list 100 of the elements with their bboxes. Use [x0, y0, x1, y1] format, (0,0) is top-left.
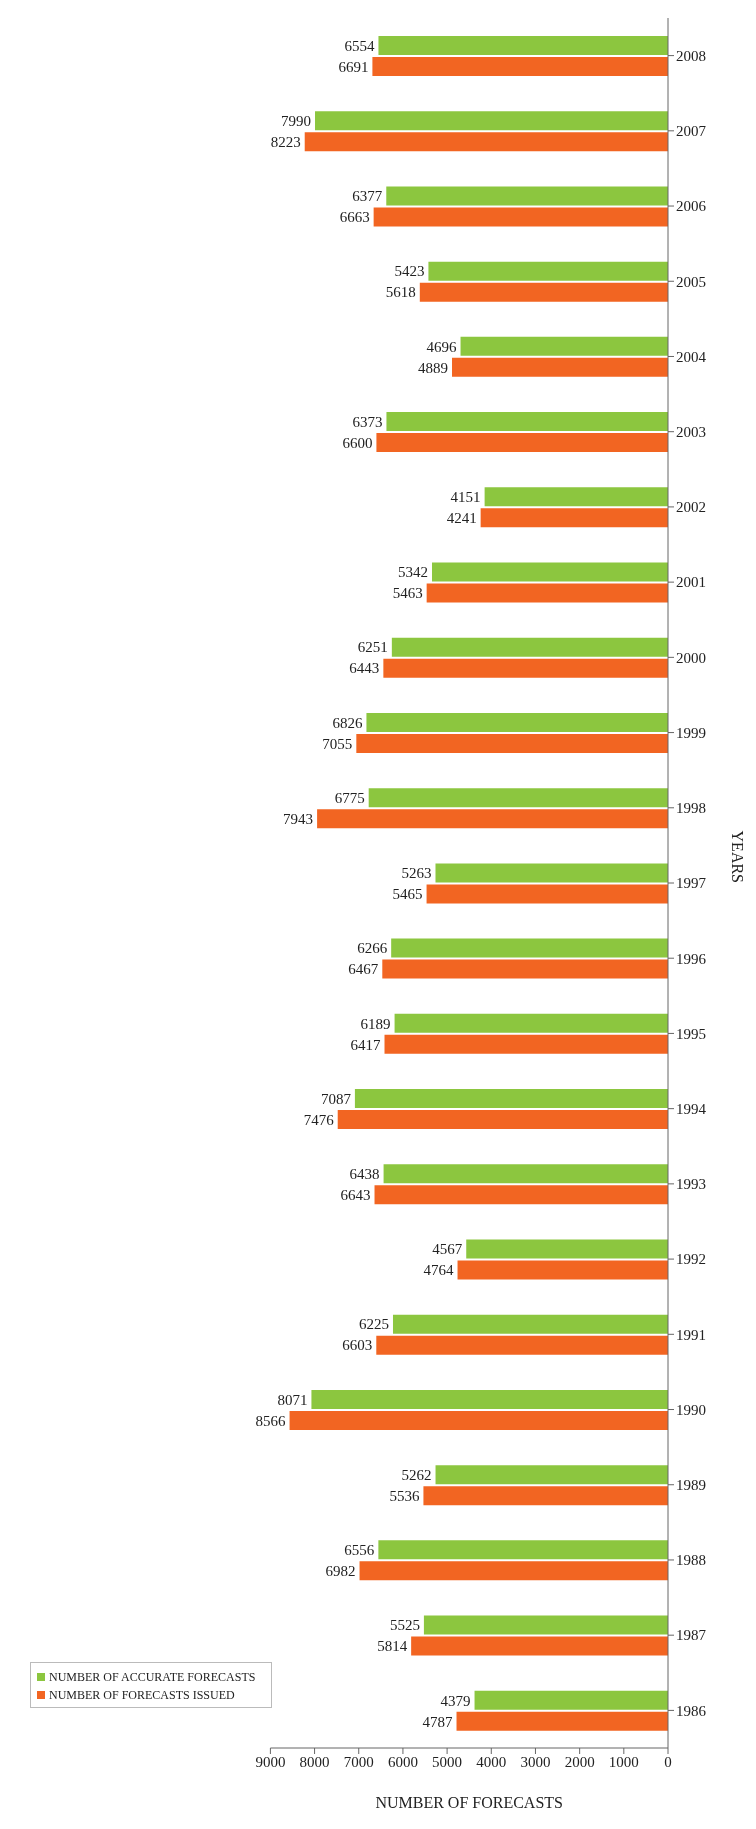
data-label: 4379: [440, 1692, 471, 1709]
data-label: 5618: [385, 284, 416, 301]
data-label: 6554: [344, 37, 375, 54]
bar: [386, 412, 668, 432]
data-label: 6467: [348, 961, 379, 978]
bar: [386, 186, 668, 206]
data-label: 8566: [255, 1412, 287, 1429]
legend-label: NUMBER OF FORECASTS ISSUED: [49, 1688, 235, 1702]
data-label: 6438: [349, 1166, 380, 1183]
data-label: 5525: [389, 1617, 420, 1634]
bar: [435, 1465, 668, 1485]
data-label: 6251: [357, 639, 388, 656]
bar: [392, 1314, 668, 1334]
bar: [374, 1185, 668, 1205]
bar: [383, 658, 668, 678]
data-label: 6266: [357, 940, 388, 957]
data-label: 5262: [401, 1466, 432, 1483]
data-label: 7943: [283, 810, 314, 827]
bar: [366, 712, 668, 732]
bar: [456, 1711, 668, 1731]
y-tick-label: 2000: [676, 649, 706, 666]
x-tick-label: 1000: [608, 1753, 639, 1770]
bar: [423, 1615, 668, 1635]
data-label: 4764: [423, 1262, 455, 1279]
x-tick-label: 2000: [564, 1753, 595, 1770]
data-label: 6691: [338, 58, 369, 75]
bar: [289, 1410, 668, 1430]
bar: [376, 433, 668, 453]
bar: [394, 1013, 668, 1033]
data-label: 6600: [342, 434, 373, 451]
data-label: 6663: [339, 209, 370, 226]
data-label: 4889: [418, 359, 449, 376]
data-label: 4696: [426, 338, 458, 355]
x-tick-label: 8000: [299, 1753, 330, 1770]
y-tick-label: 1995: [676, 1025, 706, 1042]
y-tick-label: 1986: [676, 1702, 707, 1719]
data-label: 4787: [422, 1713, 454, 1730]
data-label: 6826: [332, 714, 363, 731]
y-tick-label: 2004: [676, 348, 707, 365]
y-tick-label: 1989: [676, 1477, 706, 1494]
bar: [435, 863, 668, 883]
y-tick-label: 1998: [676, 800, 706, 817]
bar: [426, 583, 668, 603]
bar: [372, 57, 668, 76]
data-label: 5263: [401, 865, 432, 882]
bar: [419, 282, 668, 302]
bar: [378, 1540, 668, 1560]
data-label: 5465: [392, 886, 423, 903]
data-label: 8071: [277, 1391, 308, 1408]
bar: [376, 1335, 668, 1355]
data-label: 5342: [398, 564, 428, 581]
x-tick-label: 0: [664, 1753, 672, 1770]
data-label: 5814: [377, 1638, 408, 1655]
bar: [480, 508, 668, 528]
x-tick-label: 7000: [343, 1753, 374, 1770]
y-tick-label: 2007: [676, 123, 707, 140]
bar: [391, 938, 668, 958]
data-label: 6775: [334, 789, 365, 806]
data-label: 6373: [352, 413, 383, 430]
data-label: 6603: [342, 1337, 373, 1354]
data-label: 7990: [281, 112, 312, 129]
bar: [391, 637, 668, 657]
x-axis-title: NUMBER OF FORECASTS: [375, 1794, 563, 1811]
y-tick-label: 1994: [676, 1100, 707, 1117]
x-tick-label: 6000: [387, 1753, 418, 1770]
bar: [315, 111, 668, 131]
data-label: 6443: [349, 660, 380, 677]
data-label: 6556: [344, 1542, 375, 1559]
x-tick-label: 4000: [476, 1753, 507, 1770]
bar: [474, 1690, 668, 1710]
bar: [304, 132, 668, 152]
x-tick-label: 9000: [255, 1753, 286, 1770]
data-label: 6417: [350, 1036, 381, 1053]
y-tick-label: 2008: [676, 47, 706, 64]
x-tick-label: 3000: [520, 1753, 551, 1770]
y-tick-label: 2006: [676, 198, 707, 215]
y-tick-label: 1987: [676, 1627, 707, 1644]
data-label: 7476: [303, 1111, 335, 1128]
y-tick-label: 2005: [676, 273, 706, 290]
y-tick-label: 1997: [676, 875, 707, 892]
bar: [368, 788, 668, 808]
bar: [432, 562, 668, 582]
y-axis-title: YEARS: [729, 830, 747, 883]
y-tick-label: 1988: [676, 1552, 706, 1569]
bar: [356, 733, 668, 753]
data-label: 6225: [358, 1316, 389, 1333]
y-tick-label: 2002: [676, 499, 706, 516]
bar: [311, 1389, 668, 1409]
data-label: 5423: [394, 263, 425, 280]
data-label: 8223: [270, 133, 301, 150]
data-label: 7055: [322, 735, 353, 752]
bar: [383, 1164, 668, 1184]
bar: [337, 1110, 668, 1130]
bar: [426, 884, 668, 904]
bar: [382, 959, 668, 979]
x-tick-label: 5000: [432, 1753, 463, 1770]
y-tick-label: 1990: [676, 1401, 706, 1418]
data-label: 4567: [432, 1241, 463, 1258]
data-label: 5536: [389, 1487, 420, 1504]
bar: [354, 1089, 668, 1109]
